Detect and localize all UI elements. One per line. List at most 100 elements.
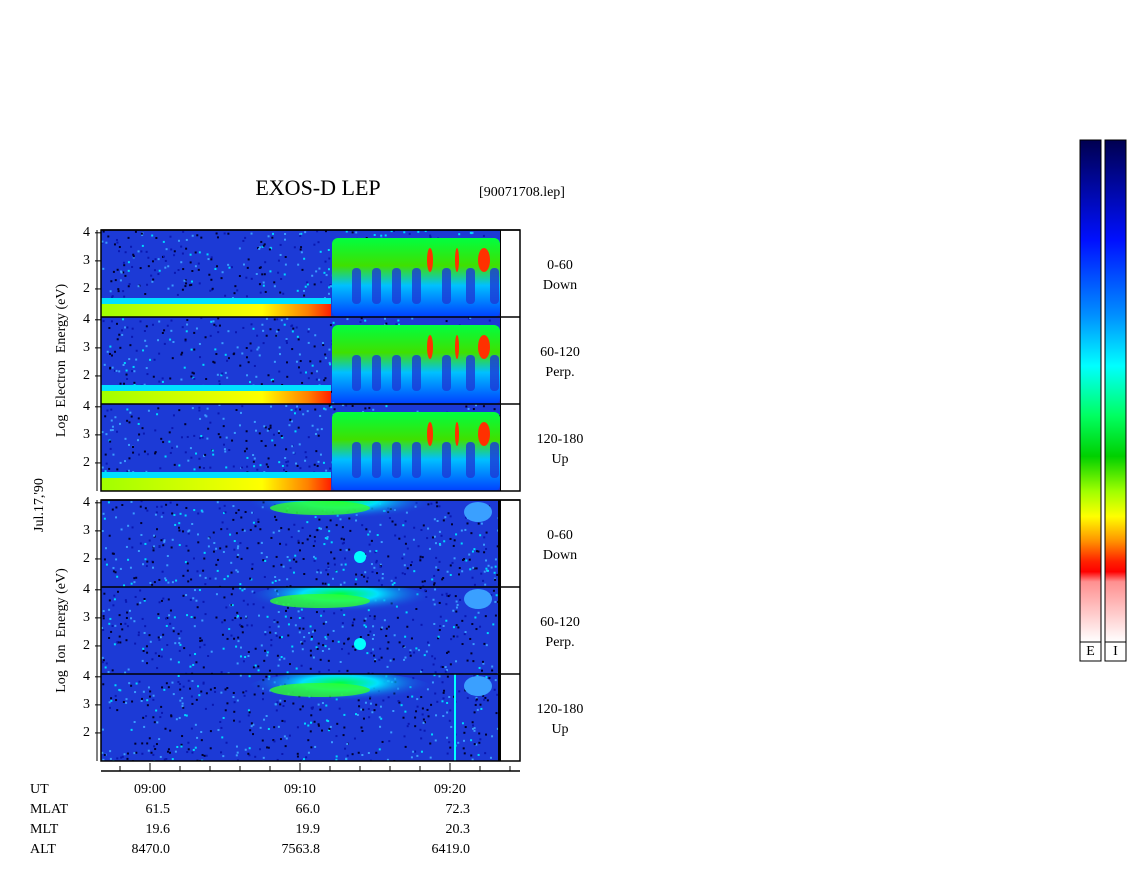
noise — [494, 578, 497, 581]
noise — [381, 572, 384, 575]
noise — [163, 255, 166, 258]
noise — [436, 520, 439, 523]
noise — [309, 654, 312, 657]
noise — [223, 596, 226, 599]
noise — [168, 440, 171, 443]
noise — [435, 556, 438, 559]
noise — [304, 722, 307, 725]
noise — [431, 681, 434, 684]
noise — [406, 725, 409, 728]
noise — [469, 568, 472, 571]
noise — [483, 570, 486, 573]
noise — [299, 467, 302, 470]
noise — [278, 346, 281, 349]
noise — [146, 453, 149, 456]
noise — [285, 543, 288, 546]
noise — [289, 418, 292, 421]
noise — [457, 573, 460, 576]
noise — [404, 542, 407, 545]
noise — [302, 627, 305, 630]
noise — [167, 581, 170, 584]
noise — [137, 631, 140, 634]
noise — [230, 571, 233, 574]
noise — [245, 439, 248, 442]
noise — [173, 254, 176, 257]
noise — [260, 552, 263, 555]
noise — [303, 294, 306, 297]
noise — [313, 559, 316, 562]
noise — [297, 263, 300, 266]
noise — [209, 577, 212, 580]
noise — [232, 587, 235, 590]
noise — [111, 366, 114, 369]
noise — [142, 690, 145, 693]
noise — [247, 258, 250, 261]
noise — [327, 729, 330, 732]
noise — [280, 563, 283, 566]
noise — [313, 720, 316, 723]
file-name: [90071708.lep] — [479, 185, 565, 200]
noise — [232, 518, 235, 521]
noise — [149, 690, 152, 693]
noise — [179, 512, 182, 515]
noise — [307, 330, 310, 333]
noise — [398, 641, 401, 644]
ephemeris-value: 72.3 — [446, 802, 471, 817]
noise — [283, 657, 286, 660]
noise — [171, 284, 174, 287]
noise — [125, 373, 128, 376]
noise — [247, 654, 250, 657]
noise — [108, 467, 111, 470]
noise — [138, 433, 141, 436]
noise — [145, 565, 148, 568]
noise — [247, 709, 250, 712]
noise — [300, 251, 303, 254]
noise — [236, 611, 239, 614]
noise — [223, 448, 226, 451]
noise — [264, 630, 267, 633]
noise — [146, 704, 149, 707]
noise — [220, 726, 223, 729]
noise — [190, 727, 193, 730]
noise — [224, 709, 227, 712]
noise — [164, 727, 167, 730]
noise — [324, 645, 327, 648]
noise — [155, 236, 158, 239]
noise — [449, 746, 452, 749]
y-tick-label: 4 — [83, 582, 90, 597]
noise — [318, 378, 321, 381]
noise — [291, 645, 294, 648]
noise — [241, 528, 244, 531]
noise — [114, 350, 117, 353]
noise — [230, 603, 233, 606]
noise — [180, 378, 183, 381]
noise — [165, 624, 168, 627]
noise — [452, 609, 455, 612]
noise — [257, 542, 260, 545]
gap — [412, 355, 421, 391]
noise — [304, 231, 307, 234]
noise — [434, 692, 437, 695]
noise — [493, 577, 496, 580]
noise — [461, 722, 464, 725]
noise — [189, 447, 192, 450]
noise — [316, 529, 319, 532]
noise — [345, 404, 348, 407]
noise — [103, 753, 106, 756]
noise — [288, 424, 291, 427]
noise — [471, 758, 474, 761]
noise — [275, 709, 278, 712]
noise — [184, 423, 187, 426]
noise — [466, 522, 469, 525]
noise — [293, 246, 296, 249]
noise — [147, 265, 150, 268]
noise — [311, 707, 314, 710]
noise — [241, 631, 244, 634]
noise — [253, 420, 256, 423]
noise — [190, 578, 193, 581]
noise — [302, 289, 305, 292]
noise — [250, 323, 253, 326]
noise — [262, 329, 265, 332]
noise — [286, 361, 289, 364]
noise — [101, 466, 104, 469]
